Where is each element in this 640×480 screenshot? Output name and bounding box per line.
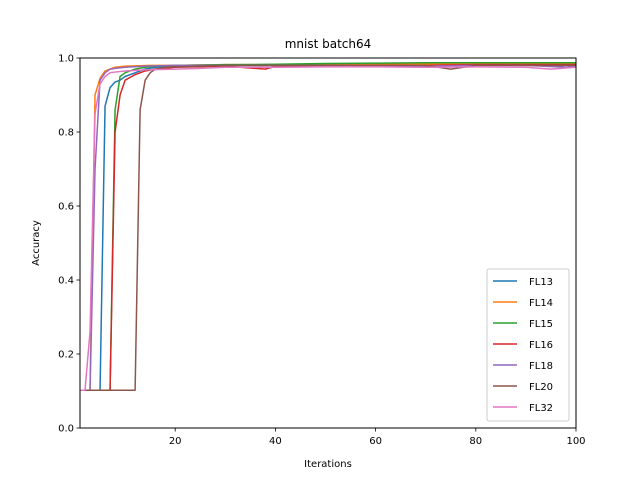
y-axis-ticks: 0.0 0.2 0.4 0.6 0.8 1.0 [58, 54, 80, 435]
x-tick-label: 20 [169, 436, 182, 447]
x-tick-label: 100 [566, 436, 585, 447]
legend: FL13 FL14 FL15 FL16 FL18 FL20 FL32 [486, 268, 570, 422]
y-tick-label: 0.0 [58, 424, 74, 435]
series-line-fl32 [80, 66, 577, 392]
x-axis-label: Iterations [304, 459, 352, 470]
series-line-fl18 [80, 64, 577, 392]
plot-frame [79, 57, 577, 429]
x-tick-label: 40 [269, 436, 282, 447]
legend-label-fl14: FL14 [529, 298, 553, 309]
y-tick-label: 0.6 [58, 202, 74, 213]
x-axis-ticks: 20 40 60 80 100 [169, 428, 586, 447]
x-tick-label: 80 [469, 436, 482, 447]
y-tick-label: 1.0 [58, 54, 74, 65]
legend-label-fl20: FL20 [529, 382, 553, 393]
x-tick-label: 60 [369, 436, 382, 447]
legend-label-fl16: FL16 [529, 340, 553, 351]
y-tick-label: 0.8 [58, 128, 74, 139]
y-tick-label: 0.4 [58, 276, 74, 287]
y-tick-label: 0.2 [58, 350, 74, 361]
legend-box [486, 268, 570, 422]
legend-label-fl13: FL13 [529, 277, 553, 288]
legend-label-fl15: FL15 [529, 319, 553, 330]
plot-lines [80, 62, 577, 392]
legend-label-fl18: FL18 [529, 361, 553, 372]
chart-title: mnist batch64 [285, 37, 372, 51]
legend-label-fl32: FL32 [529, 403, 553, 414]
y-axis-label: Accuracy [31, 220, 42, 266]
